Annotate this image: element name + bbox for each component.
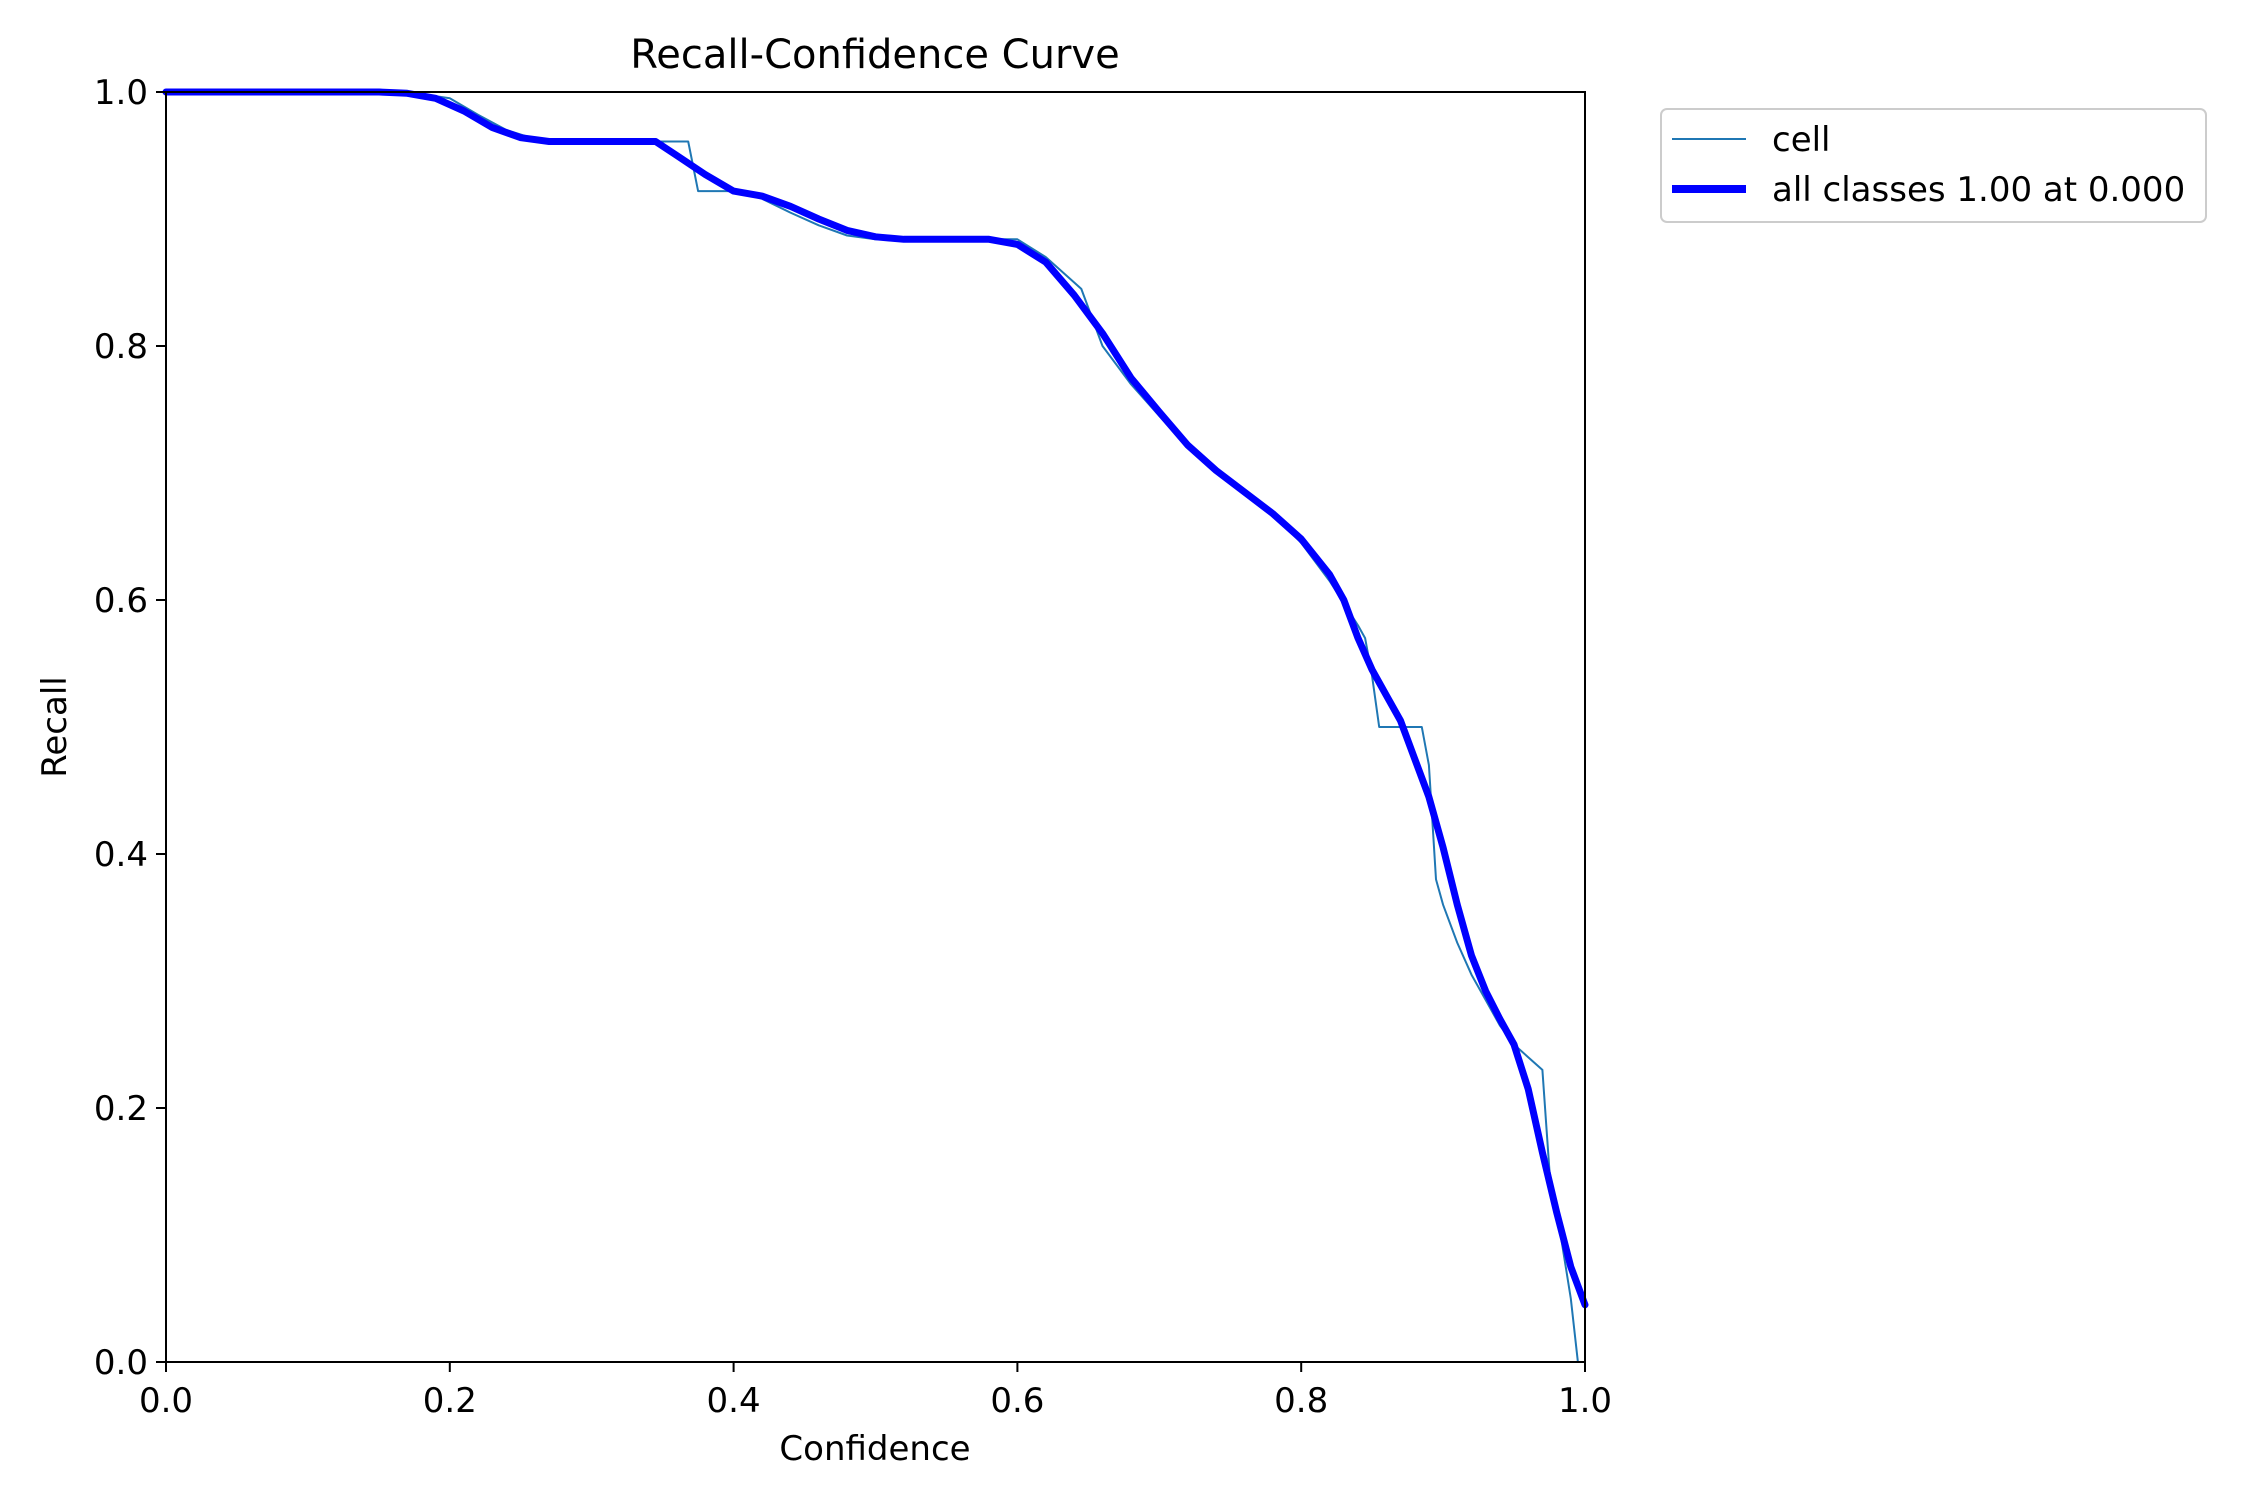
x-tick-label: 0.6 bbox=[990, 1381, 1044, 1421]
series-line-all-classes bbox=[162, 88, 1589, 1309]
plot-lines bbox=[162, 88, 1589, 1363]
y-tick-label: 0.0 bbox=[94, 1343, 148, 1383]
y-axis-ticks: 0.0 0.2 0.4 0.6 0.8 1.0 bbox=[94, 73, 166, 1383]
plot-frame bbox=[165, 91, 1586, 1363]
legend-label-cell: cell bbox=[1772, 120, 1831, 160]
legend: cell all classes 1.00 at 0.000 bbox=[1660, 108, 2207, 223]
y-axis-label: Recall bbox=[35, 676, 75, 777]
x-tick-label: 0.8 bbox=[1274, 1381, 1328, 1421]
y-tick-label: 0.6 bbox=[94, 581, 148, 621]
legend-box bbox=[1660, 108, 2207, 223]
legend-label-all-classes: all classes 1.00 at 0.000 bbox=[1772, 170, 2185, 210]
y-tick-label: 0.8 bbox=[94, 327, 148, 367]
chart-title: Recall-Confidence Curve bbox=[630, 32, 1119, 78]
y-tick-label: 0.4 bbox=[94, 835, 148, 875]
y-tick-label: 0.2 bbox=[94, 1089, 148, 1129]
x-axis-ticks: 0.0 0.2 0.4 0.6 0.8 1.0 bbox=[139, 1362, 1612, 1421]
x-tick-label: 0.2 bbox=[423, 1381, 477, 1421]
x-tick-label: 0.0 bbox=[139, 1381, 193, 1421]
y-tick-label: 1.0 bbox=[94, 73, 148, 113]
x-axis-label: Confidence bbox=[779, 1429, 970, 1469]
x-tick-label: 1.0 bbox=[1558, 1381, 1612, 1421]
x-tick-label: 0.4 bbox=[707, 1381, 761, 1421]
